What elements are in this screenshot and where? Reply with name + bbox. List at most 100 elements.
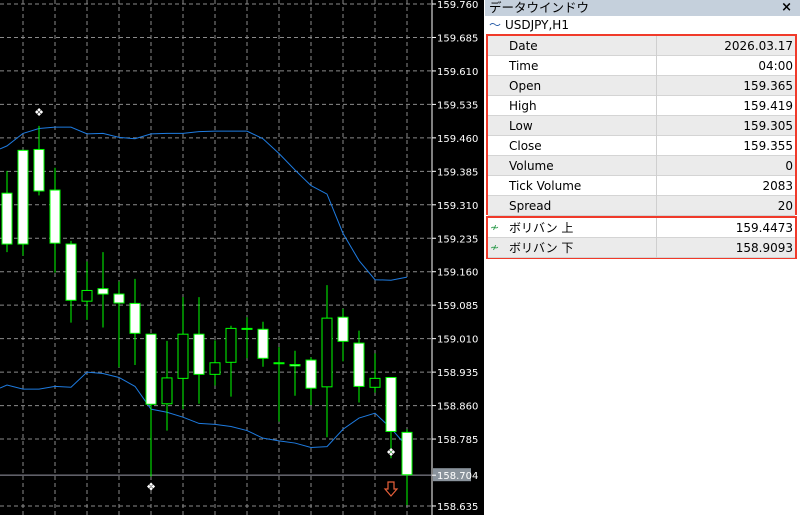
price-label: 159.385 [437, 167, 478, 178]
data-row-low: Low 159.305 [488, 116, 795, 136]
data-row-close: Close 159.355 [488, 136, 795, 156]
close-icon[interactable]: × [781, 0, 792, 15]
data-row-open: Open 159.365 [488, 76, 795, 96]
candle-body [257, 328, 269, 359]
row-value: 159.355 [743, 139, 793, 153]
column-divider [656, 218, 657, 238]
row-label: Spread [509, 199, 552, 213]
indicator-row: ≁ ボリバン 下 158.9093 [488, 238, 795, 258]
indicator-value: 159.4473 [735, 221, 793, 235]
row-value: 04:00 [758, 59, 793, 73]
row-label: Low [509, 119, 533, 133]
column-divider [656, 176, 657, 196]
price-label: 159.685 [437, 33, 478, 44]
row-value: 2026.03.17 [724, 39, 793, 53]
row-value: 0 [785, 159, 793, 173]
candle-body [33, 148, 45, 192]
candle-body [289, 364, 301, 367]
row-value: 159.419 [743, 99, 793, 113]
candle-body [49, 189, 61, 244]
data-row-high: High 159.419 [488, 96, 795, 116]
candle-body [177, 333, 189, 379]
fractal-up-icon: ❖ [34, 106, 44, 119]
row-value: 20 [777, 199, 793, 213]
price-label: 159.085 [437, 301, 478, 312]
price-label: 159.160 [437, 268, 478, 279]
current-price-tag [433, 468, 471, 482]
symbol-row: 〜 USDJPY,H1 [485, 17, 800, 34]
row-value: 2083 [762, 179, 793, 193]
current-price-label: 158.704 [437, 471, 478, 482]
row-value: 159.305 [743, 119, 793, 133]
column-divider [656, 36, 657, 56]
chart-canvas[interactable]: 159.760 159.685 159.610 159.535 159.460 159.3… [0, 0, 484, 515]
indicator-icon: ≁ [490, 241, 500, 254]
fractal-down-icon: ❖ [146, 481, 156, 494]
price-label: 159.760 [437, 0, 478, 11]
candle-body [353, 342, 365, 387]
indicator-row: ≁ ボリバン 上 159.4473 [488, 218, 795, 238]
candle-body [241, 327, 253, 330]
row-label: Date [509, 39, 538, 53]
symbol-label: USDJPY,H1 [505, 18, 569, 32]
price-label: 158.935 [437, 368, 478, 379]
column-divider [656, 156, 657, 176]
data-window-titlebar: データウインドウ × [485, 0, 800, 16]
candle-body [401, 431, 413, 476]
data-window: データウインドウ × 〜 USDJPY,H1 Date 2026.03.17 Tim… [485, 0, 800, 515]
data-row-spread: Spread 20 [488, 196, 795, 216]
data-row-volume: Volume 0 [488, 156, 795, 176]
candle-body [305, 359, 317, 389]
candle-body [65, 243, 77, 301]
data-row-tick-volume: Tick Volume 2083 [488, 176, 795, 196]
band-upper-line [0, 126, 408, 281]
price-label: 159.460 [437, 134, 478, 145]
ohlc-box: Date 2026.03.17 Time 04:00 Open 159.365 High 15… [486, 34, 797, 216]
price-label: 158.860 [437, 402, 478, 413]
indicator-value: 158.9093 [735, 241, 793, 255]
column-divider [656, 56, 657, 76]
column-divider [656, 76, 657, 96]
row-label: Close [509, 139, 542, 153]
row-label: Time [509, 59, 539, 73]
indicator-label: ボリバン 上 [509, 221, 574, 235]
candle-body [161, 377, 173, 405]
row-label: Tick Volume [509, 179, 582, 193]
candle-body [369, 377, 381, 388]
indicator-icon: ≁ [490, 221, 500, 234]
data-row-time: Time 04:00 [488, 56, 795, 76]
price-chart[interactable]: 159.760 159.685 159.610 159.535 159.460 159.3… [0, 0, 484, 515]
price-label: 158.635 [437, 502, 478, 513]
data-row-date: Date 2026.03.17 [488, 36, 795, 56]
down-arrow-icon [383, 481, 399, 497]
price-label: 159.610 [437, 67, 478, 78]
candle-body [225, 327, 237, 363]
candle-body [1, 192, 13, 245]
indicator-box: ≁ ボリバン 上 159.4473 ≁ ボリバン 下 158.9093 [486, 216, 797, 259]
candle-body [17, 149, 29, 245]
column-divider [656, 136, 657, 156]
column-divider [656, 96, 657, 116]
chart-line-icon: 〜 [489, 18, 502, 32]
price-label: 159.235 [437, 234, 478, 245]
row-label: High [509, 99, 537, 113]
candle-body [321, 317, 333, 388]
row-label: Open [509, 79, 542, 93]
row-value: 159.365 [743, 79, 793, 93]
price-label: 159.535 [437, 100, 478, 111]
column-divider [656, 196, 657, 216]
candle-body [385, 376, 397, 432]
column-divider [656, 238, 657, 258]
candle-body [193, 333, 205, 375]
candle-body [337, 316, 349, 342]
candle-body [81, 289, 93, 302]
candle-body [97, 288, 109, 295]
column-divider [656, 116, 657, 136]
price-label: 159.010 [437, 335, 478, 346]
data-window-title: データウインドウ [489, 0, 590, 15]
fractal-down-icon: ❖ [386, 446, 396, 459]
candle-body [113, 293, 125, 304]
band-lower-line [0, 371, 408, 449]
price-label: 159.310 [437, 201, 478, 212]
candle-body [129, 302, 141, 334]
